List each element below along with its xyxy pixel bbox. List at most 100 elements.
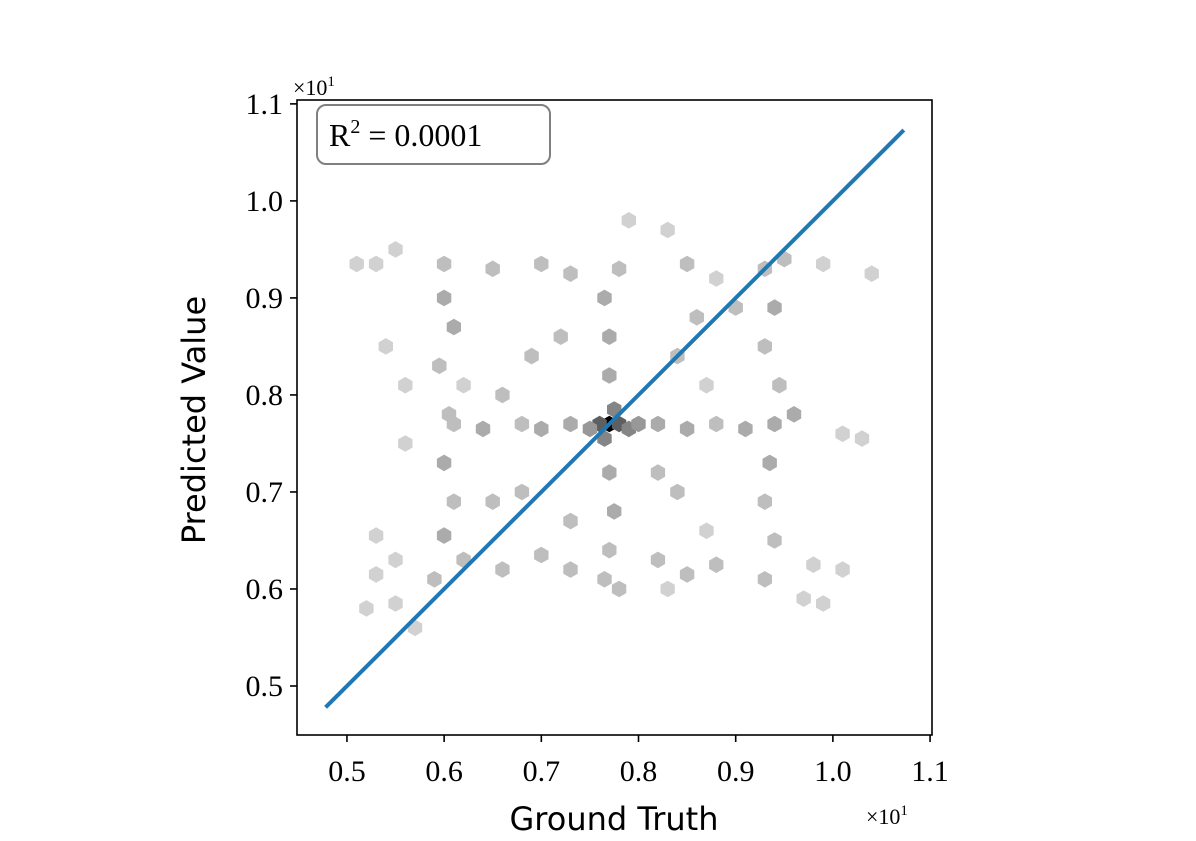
hex-cell	[427, 571, 442, 588]
hex-cell	[757, 493, 772, 510]
hex-cell	[436, 255, 452, 273]
hex-cell	[475, 420, 491, 438]
hex-cell	[446, 318, 461, 336]
hex-cell	[709, 415, 724, 433]
hex-cell	[368, 255, 384, 273]
hex-cell	[398, 376, 413, 394]
hex-cell	[495, 386, 510, 404]
hex-cell	[563, 512, 578, 530]
y-tick-label: 1.0	[246, 185, 284, 218]
hex-cell	[816, 595, 831, 612]
hex-cell	[485, 260, 500, 278]
hex-cell	[441, 406, 457, 423]
hex-cell	[670, 483, 685, 501]
hex-cell	[757, 338, 772, 355]
y-tick-label: 0.7	[246, 476, 284, 509]
hex-cell	[378, 338, 393, 355]
fit-line	[324, 128, 906, 709]
hex-cell	[436, 454, 452, 472]
hex-cell	[388, 551, 403, 569]
x-tick-label: 0.9	[717, 755, 755, 788]
x-tick-label: 0.7	[523, 755, 561, 788]
hex-cell	[786, 406, 802, 423]
hex-cell	[563, 265, 578, 282]
hex-cell	[699, 376, 714, 394]
x-offset-base: ×10	[866, 804, 900, 829]
hex-cell	[349, 255, 364, 273]
y-tick-label: 0.5	[246, 670, 284, 703]
hex-cell	[456, 376, 471, 394]
hex-cell	[553, 328, 568, 345]
y-offset-exp: 1	[327, 74, 335, 90]
hex-cell	[582, 420, 598, 438]
annotation-exp: 2	[350, 116, 360, 138]
hex-cell	[611, 580, 627, 598]
hex-cell	[602, 541, 617, 559]
annotation-value: = 0.0001	[360, 117, 482, 153]
hex-cell	[514, 483, 530, 501]
hex-cell	[709, 270, 724, 287]
hex-cell	[621, 212, 636, 229]
hex-cell	[368, 527, 384, 544]
hex-cell	[650, 415, 666, 433]
hex-cell	[534, 255, 549, 273]
hex-cell	[709, 556, 724, 573]
hex-cell	[495, 561, 510, 578]
hex-cell	[602, 328, 617, 345]
y-tick-label: 0.9	[246, 282, 284, 315]
hex-cell	[607, 503, 622, 520]
hex-cell	[597, 571, 612, 588]
x-offset: ×101	[866, 803, 908, 829]
x-tick-label: 0.5	[328, 755, 366, 788]
annotation-r: R	[329, 117, 351, 153]
hex-cell	[679, 566, 695, 583]
hex-cell	[602, 367, 617, 384]
y-axis-label: Predicted Value	[175, 296, 213, 544]
hex-cell	[757, 571, 772, 588]
hex-cell	[806, 556, 821, 573]
hex-cell	[436, 527, 452, 544]
x-tick-label: 1.0	[814, 755, 852, 788]
hex-cell	[854, 430, 870, 447]
hex-cell	[660, 221, 675, 239]
hex-cell	[534, 420, 549, 438]
hex-cell	[679, 255, 695, 273]
y-offset-base: ×10	[293, 75, 327, 100]
hex-cell	[864, 265, 879, 282]
hex-cell	[631, 415, 646, 433]
hex-cell	[660, 580, 675, 598]
x-offset-exp: 1	[900, 803, 908, 819]
y-offset: ×101	[293, 74, 335, 100]
hex-cell	[767, 532, 782, 549]
hex-cell	[738, 420, 753, 438]
y-tick-label: 0.8	[246, 379, 284, 412]
hex-cell	[563, 561, 578, 578]
hex-cell	[388, 241, 403, 258]
hex-cell	[534, 546, 549, 564]
hex-cell	[432, 357, 447, 375]
hex-cell	[563, 415, 578, 433]
hex-cell	[446, 493, 461, 510]
hex-cell	[816, 255, 831, 273]
hex-cell	[611, 260, 627, 278]
hex-cell	[398, 435, 413, 452]
x-tick-label: 0.8	[620, 755, 658, 788]
y-tick-label: 0.6	[246, 573, 284, 606]
x-tick-label: 1.1	[911, 755, 949, 788]
annotation: R2 = 0.0001	[329, 116, 482, 153]
hex-cell	[514, 415, 530, 433]
plot-frame	[296, 99, 933, 736]
hex-cell	[524, 347, 539, 365]
hex-cell	[650, 464, 666, 481]
x-axis-label: Ground Truth	[510, 800, 719, 838]
hex-cell	[762, 454, 777, 472]
hex-cell	[368, 566, 384, 583]
annotation-box	[316, 104, 551, 165]
hex-cell	[650, 551, 666, 569]
hex-cell	[772, 376, 787, 394]
hex-cell	[388, 595, 403, 612]
hex-cell	[359, 600, 374, 617]
hex-cell	[835, 425, 850, 443]
